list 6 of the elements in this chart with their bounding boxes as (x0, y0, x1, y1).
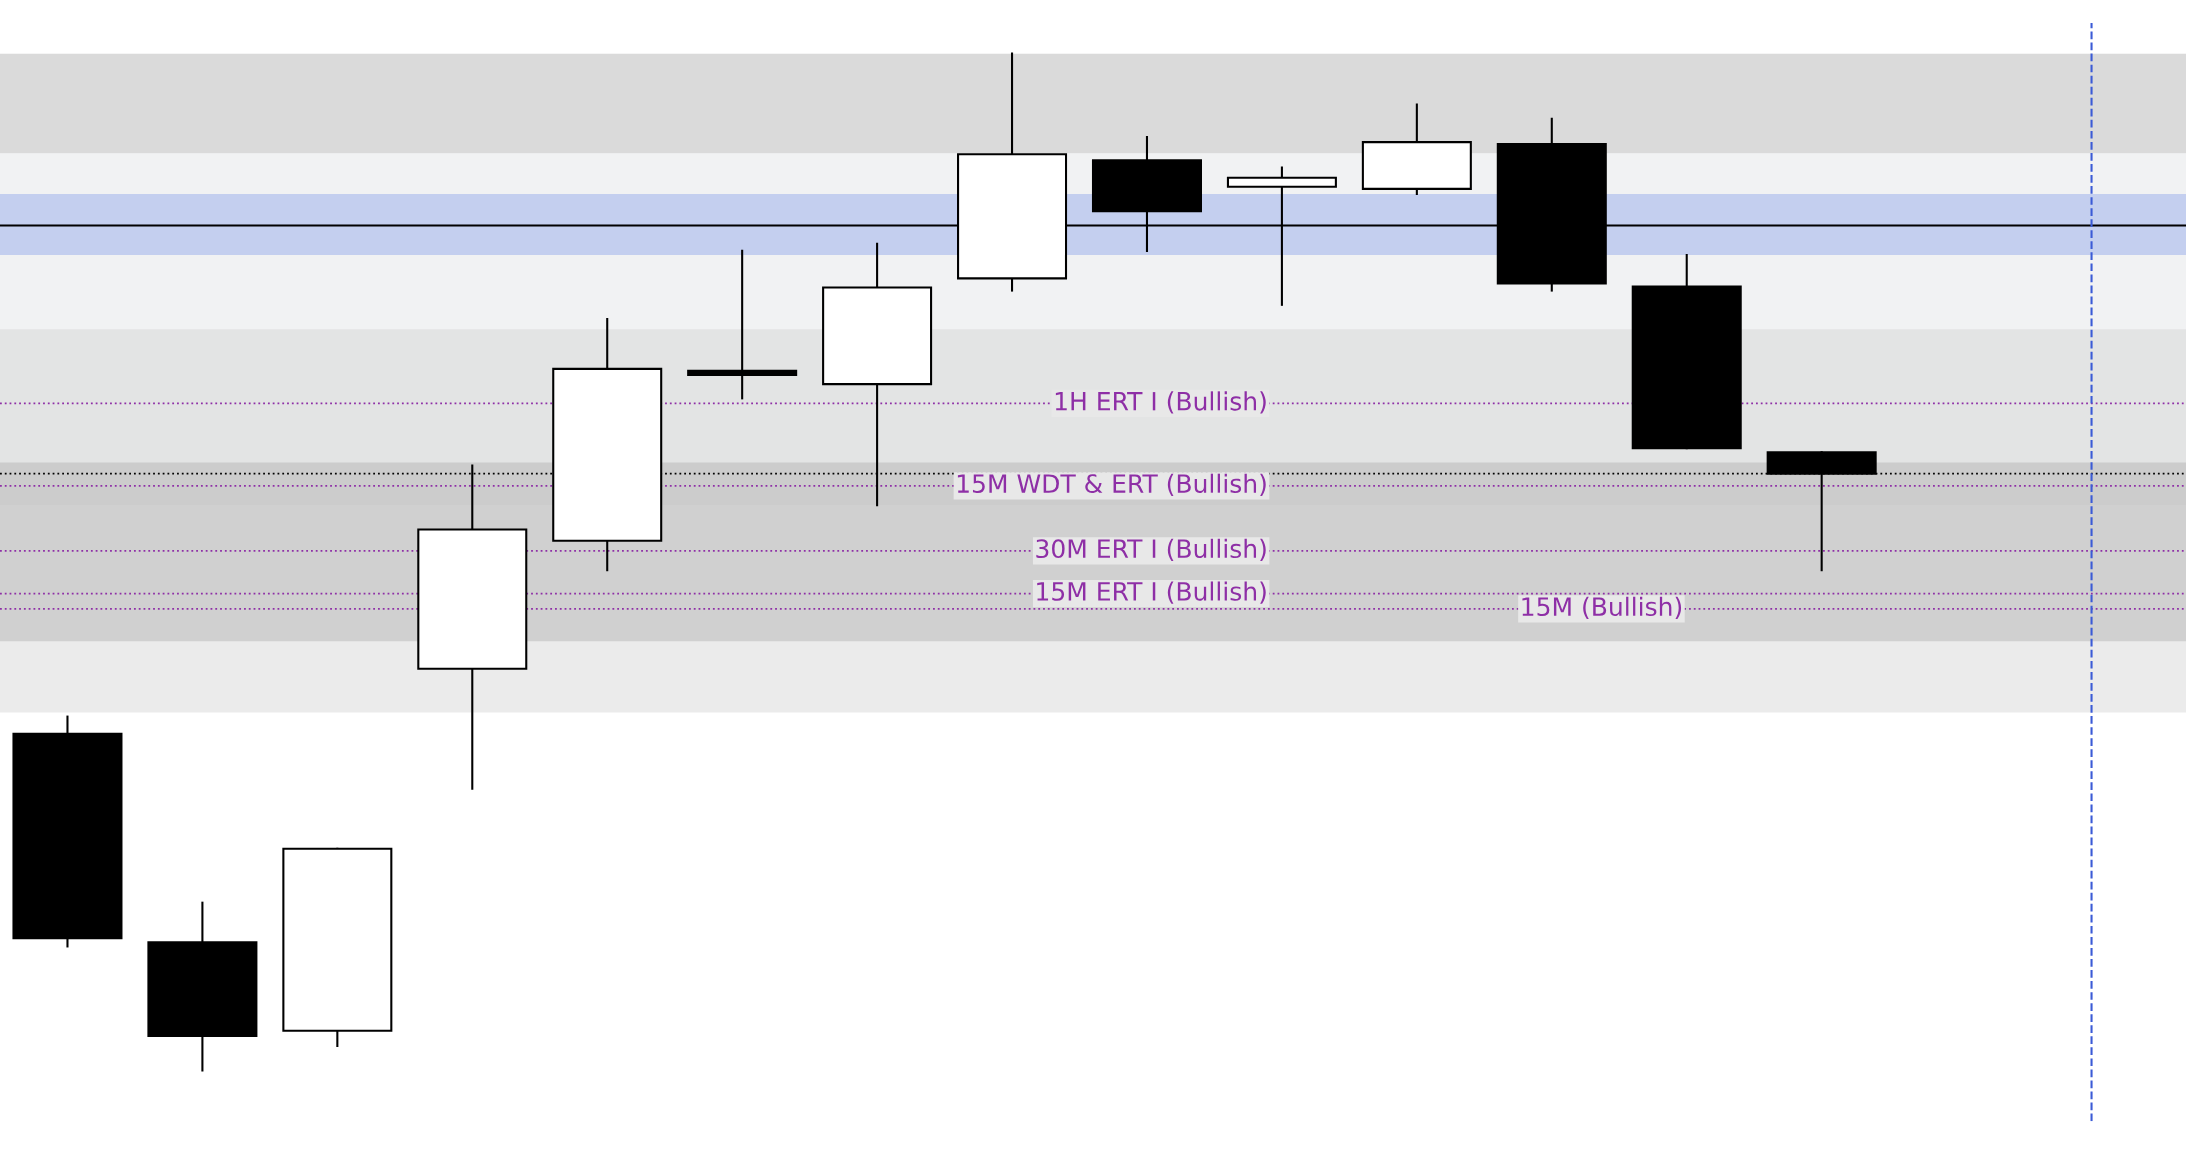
ref-line-label: 15M ERT I (Bullish) (1037, 581, 1266, 604)
ref-line-label: 1H ERT I (Bullish) (1055, 391, 1266, 414)
ref-line-label: 30M ERT I (Bullish) (1036, 538, 1266, 562)
ref-line-label: 15M (Bullish) (1522, 596, 1682, 620)
ref-line-label: 15M WDT & ERT (Bullish) (957, 473, 1266, 496)
candlestick (687, 249, 798, 400)
